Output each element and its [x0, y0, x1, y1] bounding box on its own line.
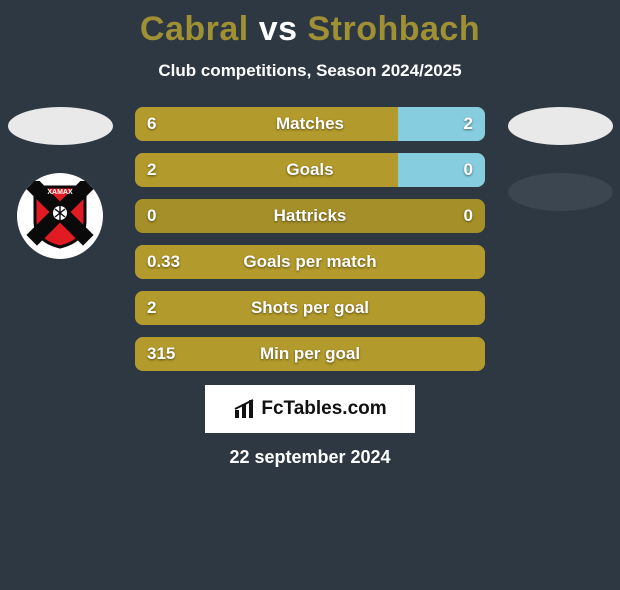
- footer-date: 22 september 2024: [0, 447, 620, 468]
- svg-text:XAMAX: XAMAX: [47, 189, 73, 196]
- bar-left-value: 315: [147, 337, 175, 371]
- stat-bar: Hattricks0 0: [135, 199, 485, 233]
- bar-right-value: 2: [464, 107, 473, 141]
- bar-label: Hattricks: [135, 199, 485, 233]
- stats-area: XAMAX Matches62Goals20Hattricks00Goals p…: [0, 107, 620, 371]
- bar-label: Min per goal: [135, 337, 485, 371]
- player1-club-badge: XAMAX: [17, 173, 103, 259]
- stat-bar: Goals per match0.33: [135, 245, 485, 279]
- subtitle: Club competitions, Season 2024/2025: [0, 61, 620, 81]
- player2-photo-placeholder: [508, 107, 613, 145]
- bar-left-value: 6: [147, 107, 156, 141]
- footer-logo-text: FcTables.com: [261, 398, 386, 420]
- title-vs: vs: [259, 10, 298, 48]
- player1-name: Cabral: [140, 10, 249, 48]
- player1-column: XAMAX: [0, 107, 120, 259]
- bar-label: Matches: [135, 107, 485, 141]
- bar-left-value: 0.33: [147, 245, 180, 279]
- stat-bars: Matches62Goals20Hattricks00Goals per mat…: [135, 107, 485, 371]
- stat-bar: Matches6 2: [135, 107, 485, 141]
- player2-name: Strohbach: [307, 10, 480, 48]
- bars-icon: [233, 398, 255, 420]
- bar-right-value: 0: [464, 199, 473, 233]
- bar-label: Goals: [135, 153, 485, 187]
- bar-left-value: 2: [147, 291, 156, 325]
- xamax-badge-icon: XAMAX: [25, 181, 95, 251]
- stat-bar: Shots per goal2: [135, 291, 485, 325]
- bar-label: Goals per match: [135, 245, 485, 279]
- stat-bar: Min per goal315: [135, 337, 485, 371]
- bar-left-value: 0: [147, 199, 156, 233]
- bar-label: Shots per goal: [135, 291, 485, 325]
- player2-column: [500, 107, 620, 211]
- footer-logo: FcTables.com: [205, 385, 415, 433]
- stat-bar: Goals2 0: [135, 153, 485, 187]
- bar-right-value: 0: [464, 153, 473, 187]
- player1-photo-placeholder: [8, 107, 113, 145]
- page-title: Cabral vs Strohbach: [0, 10, 620, 49]
- player2-club-placeholder: [508, 173, 613, 211]
- bar-left-value: 2: [147, 153, 156, 187]
